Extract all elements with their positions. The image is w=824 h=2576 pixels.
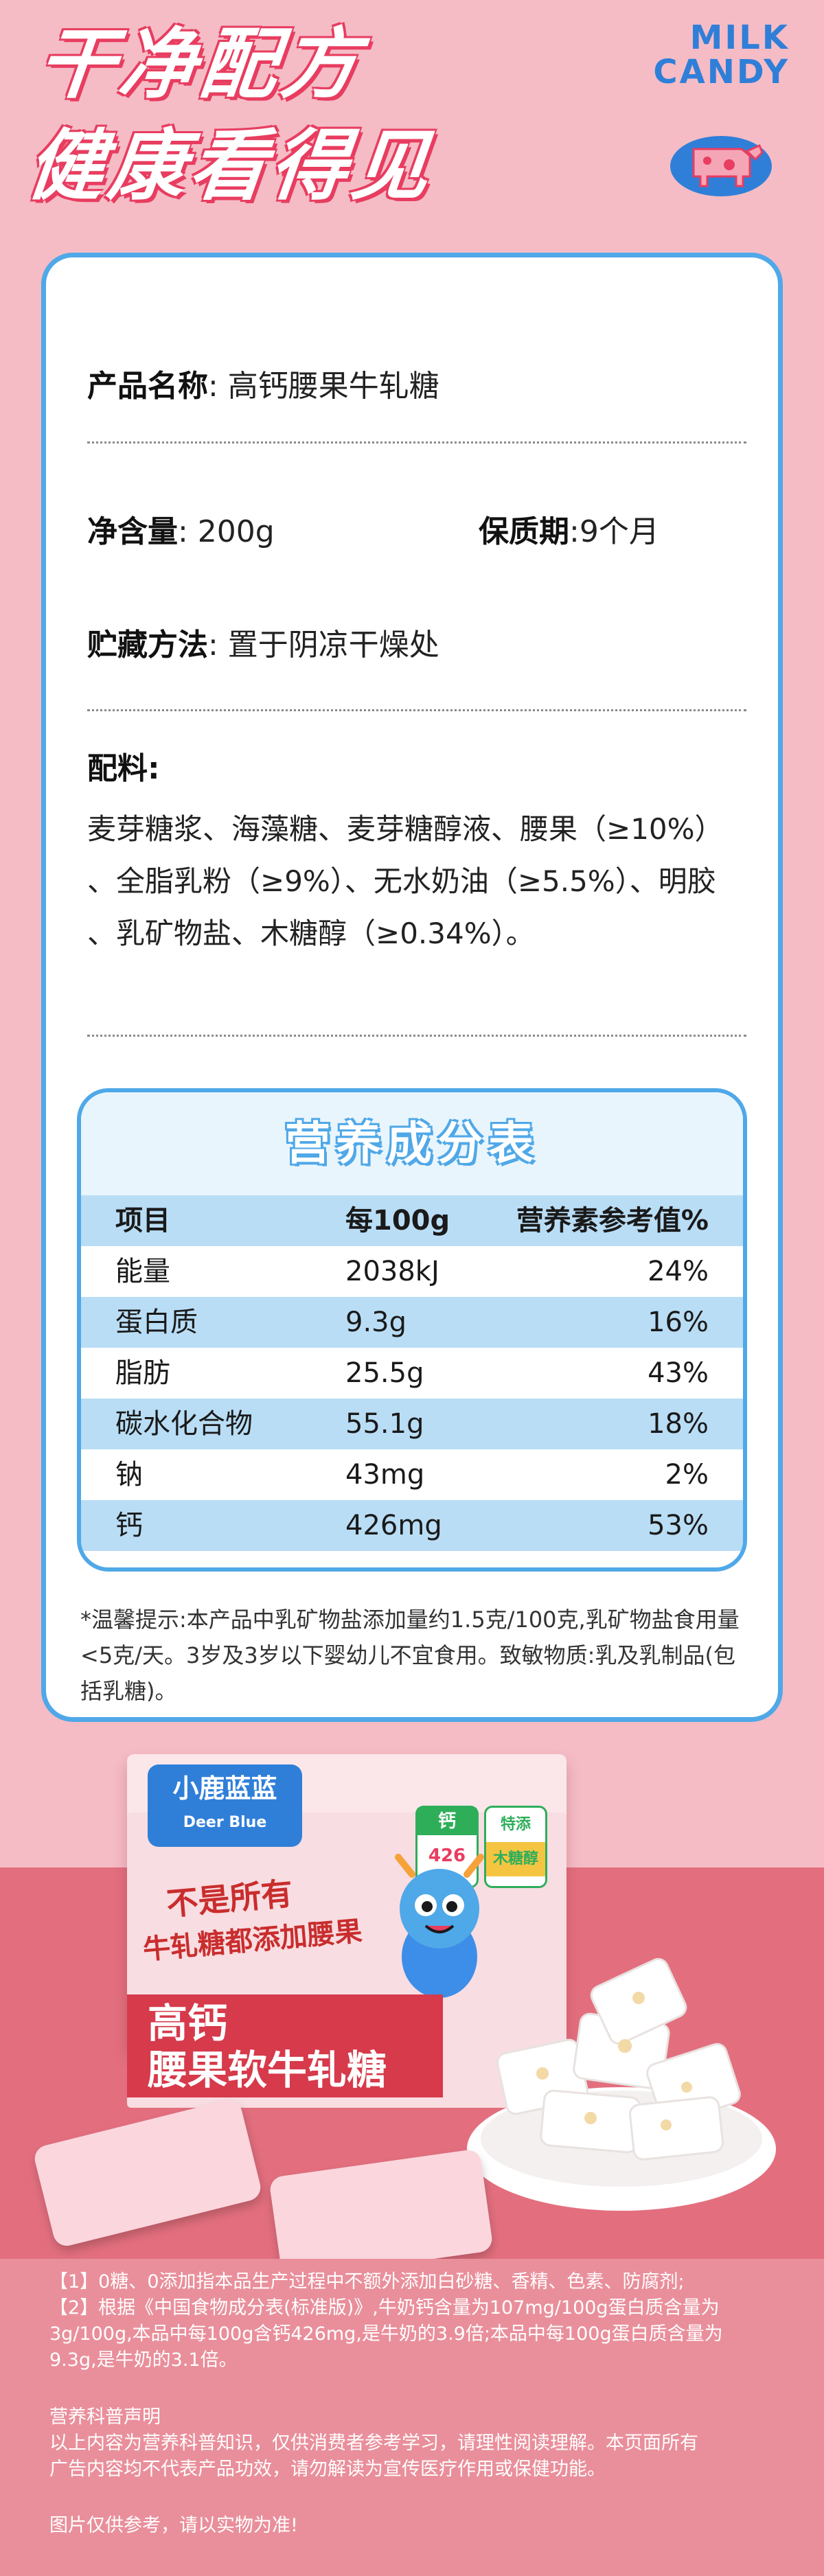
table-row: 钠 43mg 2% [115, 1459, 709, 1491]
table-row: 蛋白质 9.3g 16% [81, 1297, 743, 1348]
image-disclaimer: 图片仅供参考，请以实物为准! [49, 2515, 298, 2536]
box-brand-logo: 小鹿蓝蓝 Deer Blue [148, 1764, 302, 1847]
headline-line2: 健康看得见 [23, 122, 438, 211]
product-info-card: 产品名称: 高钙腰果牛轧糖 净含量: 200g 保质期:9个月 贮藏方法: 置于… [41, 253, 783, 1722]
nutrition-rows: 项目 每100g 营养素参考值% 能量 2038kJ 24% 蛋白质 9.3g … [81, 1195, 743, 1551]
net-content-row: 净含量: 200g [87, 511, 275, 553]
header-item: 项目 [115, 1205, 170, 1237]
candy-bowl-icon [467, 1957, 776, 2211]
header-per100g: 每100g [345, 1205, 450, 1237]
table-row: 能量 2038kJ 24% [115, 1256, 709, 1287]
net-content-label: 净含量 [87, 514, 178, 549]
deer-mascot-icon [395, 1854, 484, 1998]
storage-value: : 置于阴凉干燥处 [208, 628, 439, 663]
ingredients-line: 、乳矿物盐、木糖醇（≥0.34%）。 [87, 917, 535, 950]
shelf-life-value: :9个月 [569, 514, 659, 549]
table-header-row: 项目 每100g 营养素参考值% [81, 1195, 743, 1246]
nutrition-title: 营养成分表 [81, 1092, 743, 1195]
table-row: 碳水化合物 55.1g 18% [81, 1399, 743, 1449]
brand-wordmark: MILK CANDY [584, 21, 790, 89]
box-product-name: 高钙 腰果软牛轧糖 [127, 1994, 443, 2097]
headline-line1: 干净配方 [33, 20, 367, 109]
ingredients-heading: 配料: [87, 751, 160, 786]
product-name-label: 产品名称 [87, 369, 208, 404]
product-name-row: 产品名称: 高钙腰果牛轧糖 [87, 366, 439, 407]
storage-row: 贮藏方法: 置于阴凉干燥处 [87, 625, 439, 666]
header-nrv: 营养素参考值% [516, 1205, 709, 1237]
nutrition-declaration: 营养科普声明 以上内容为营养科普知识，仅供消费者参考学习，请理性阅读理解。本页面… [49, 2406, 698, 2480]
table-row: 钙 426mg 53% [81, 1500, 743, 1551]
brand-line1: MILK [689, 19, 790, 57]
cow-icon [670, 136, 772, 196]
footnotes: 【1】0糖、0添加指本品生产过程中不额外添加白砂糖、香精、色素、防腐剂; 【2】… [49, 2271, 723, 2371]
footnotes-panel [0, 2259, 824, 2576]
brand-line2: CANDY [653, 53, 790, 91]
headline: 干净配方 健康看得见 [22, 14, 448, 217]
divider [87, 1035, 746, 1037]
ingredients-line: 麦芽糖浆、海藻糖、麦芽糖醇液、腰果（≥10%） [87, 812, 724, 846]
divider [87, 441, 746, 444]
table-row: 脂肪 25.5g 43% [115, 1357, 709, 1389]
shelf-life-label: 保质期 [479, 514, 569, 549]
divider [87, 709, 746, 711]
nutrition-table: 营养成分表 项目 每100g 营养素参考值% 能量 2038kJ 24% 蛋白质… [77, 1088, 747, 1572]
shelf-life-row: 保质期:9个月 [479, 511, 659, 553]
product-name-value: : 高钙腰果牛轧糖 [208, 369, 439, 404]
warm-tip: *温馨提示:本产品中乳矿物盐添加量约1.5克/100克,乳矿物盐食用量 <5克/… [80, 1607, 740, 1704]
xylitol-badge: 特添 木糖醇 [484, 1806, 547, 1888]
storage-label: 贮藏方法 [87, 628, 208, 663]
ingredients-line: 、全脂乳粉（≥9%）、无水奶油（≥5.5%）、明胶 [87, 864, 716, 898]
ingredients-text: 麦芽糖浆、海藻糖、麦芽糖醇液、腰果（≥10%） 、全脂乳粉（≥9%）、无水奶油（… [87, 803, 746, 960]
net-content-value: : 200g [178, 514, 275, 549]
